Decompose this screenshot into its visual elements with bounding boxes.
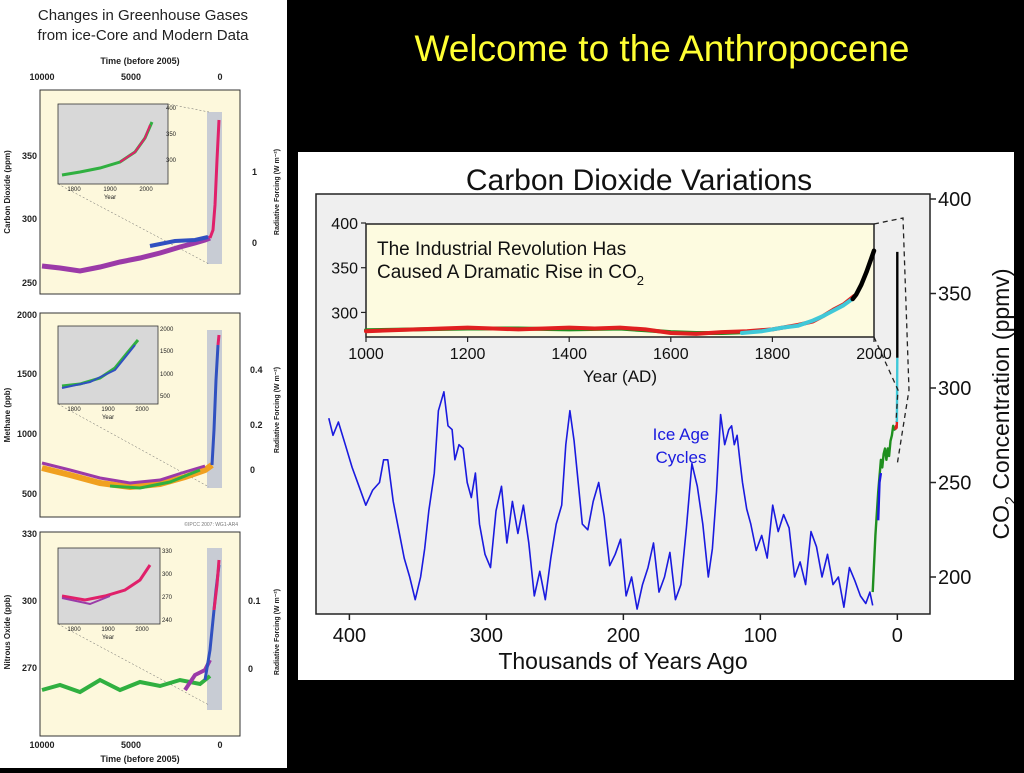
ghg-inset-xtick: 2000 bbox=[135, 627, 149, 633]
ghg-ytick: 300 bbox=[22, 214, 37, 224]
ghg-ytick: 2000 bbox=[17, 310, 37, 320]
inset-y-tick-label: 300 bbox=[331, 305, 358, 322]
ghg-ytick: 250 bbox=[22, 278, 37, 288]
ice-age-annotation-line: Ice Age bbox=[653, 425, 710, 444]
inset-x-tick-label: 1000 bbox=[348, 346, 384, 363]
ghg-copyright: ©IPCC 2007: WG1-AR4 bbox=[184, 521, 238, 528]
ghg-top-axis-label: Time (before 2005) bbox=[100, 56, 179, 66]
ghg-inset-ytick: 1500 bbox=[160, 349, 174, 355]
ghg-inset-xtick: 1900 bbox=[101, 407, 115, 413]
ghg-inset-ytick: 300 bbox=[166, 158, 177, 164]
ghg-right-label: Radiative Forcing (W m⁻²) bbox=[274, 149, 281, 235]
inset-x-tick-label: 1400 bbox=[551, 346, 587, 363]
ghg-inset-ytick: 1000 bbox=[160, 372, 174, 378]
x-tick-label: 400 bbox=[333, 625, 366, 647]
chart-title: Carbon Dioxide Variations bbox=[466, 164, 812, 197]
x-axis-label: Thousands of Years Ago bbox=[498, 648, 747, 674]
ghg-figure-panel: Changes in Greenhouse Gases from ice-Cor… bbox=[0, 0, 287, 768]
ghg-rtick: 0 bbox=[252, 238, 257, 248]
y-tick-label: 200 bbox=[938, 567, 971, 589]
ice-age-annotation-line: Cycles bbox=[655, 448, 706, 467]
y-tick-label: 350 bbox=[938, 284, 971, 306]
ghg-inset-ytick: 500 bbox=[160, 394, 171, 400]
inset-y-tick-label: 350 bbox=[331, 261, 358, 278]
ghg-bottom-tick: 5000 bbox=[121, 740, 141, 750]
ghg-right-label: Radiative Forcing (W m⁻²) bbox=[274, 589, 281, 675]
ghg-ytick: 1000 bbox=[17, 429, 37, 439]
ghg-bottom-tick: 10000 bbox=[29, 740, 54, 750]
ghg-rtick: 0.2 bbox=[250, 420, 263, 430]
ghg-inset-xtick: 1900 bbox=[101, 627, 115, 633]
y-tick-label: 400 bbox=[938, 189, 971, 211]
ghg-figure: Changes in Greenhouse Gases from ice-Cor… bbox=[0, 0, 287, 768]
inset-x-tick-label: 1800 bbox=[755, 346, 791, 363]
ghg-inset-xtick: 1900 bbox=[103, 187, 117, 193]
inset-x-tick-label: 1600 bbox=[653, 346, 689, 363]
y-tick-label: 300 bbox=[938, 378, 971, 400]
ghg-rtick: 0 bbox=[250, 465, 255, 475]
inset-x-tick-label: 2000 bbox=[856, 346, 892, 363]
ghg-rtick: 0.4 bbox=[250, 365, 263, 375]
ghg-inset-ytick: 2000 bbox=[160, 327, 174, 333]
ghg-inset-ytick: 350 bbox=[166, 132, 177, 138]
ghg-top-tick: 0 bbox=[217, 72, 222, 82]
ghg-methane-panel: 2000 1500 1000 500 1800 1900 2000 Year 2… bbox=[3, 310, 281, 528]
ghg-inset-xlabel: Year bbox=[104, 195, 116, 201]
x-tick-label: 200 bbox=[607, 625, 640, 647]
ghg-inset-ytick: 240 bbox=[162, 618, 173, 624]
ghg-inset-ytick: 300 bbox=[162, 572, 173, 578]
ghg-bottom-axis-label: Time (before 2005) bbox=[100, 754, 179, 764]
ghg-ytick: 500 bbox=[22, 489, 37, 499]
ghg-ytick: 1500 bbox=[17, 369, 37, 379]
ghg-ylabel: Carbon Dioxide (ppm) bbox=[3, 150, 12, 234]
ghg-top-tick: 10000 bbox=[29, 72, 54, 82]
ghg-ch4-trace bbox=[218, 335, 219, 345]
ghg-ytick: 330 bbox=[22, 529, 37, 539]
y-tick-label: 250 bbox=[938, 473, 971, 495]
ghg-nitrous-panel: 330 300 270 240 1800 1900 2000 Year 330 … bbox=[3, 529, 281, 736]
ghg-title-line2: from ice-Core and Modern Data bbox=[38, 27, 250, 44]
ghg-rtick: 0.1 bbox=[248, 596, 261, 606]
ghg-inset-xtick: 2000 bbox=[135, 407, 149, 413]
ghg-ytick: 270 bbox=[22, 663, 37, 673]
ghg-top-tick: 5000 bbox=[121, 72, 141, 82]
slide-title: Welcome to the Anthropocene bbox=[300, 28, 1024, 70]
ghg-bottom-tick: 0 bbox=[217, 740, 222, 750]
inset-y-tick-label: 400 bbox=[331, 216, 358, 233]
ghg-inset-ytick: 270 bbox=[162, 595, 173, 601]
inset-x-tick-label: 1200 bbox=[450, 346, 486, 363]
ghg-inset-xlabel: Year bbox=[102, 635, 114, 641]
ghg-inset-xtick: 2000 bbox=[139, 187, 153, 193]
ghg-inset-xlabel: Year bbox=[102, 415, 114, 421]
ghg-right-label: Radiative Forcing (W m⁻²) bbox=[274, 367, 281, 453]
ghg-ytick: 350 bbox=[22, 151, 37, 161]
ghg-inset-ytick: 400 bbox=[166, 106, 177, 112]
ghg-inset-ytick: 330 bbox=[162, 549, 173, 555]
ghg-title-line1: Changes in Greenhouse Gases bbox=[38, 7, 248, 24]
ghg-rtick: 1 bbox=[252, 167, 257, 177]
ghg-rtick: 0 bbox=[248, 664, 253, 674]
x-tick-label: 100 bbox=[744, 625, 777, 647]
ghg-co2-panel: 400 350 300 1800 1900 2000 Year 350 300 … bbox=[3, 90, 281, 294]
ghg-ytick: 300 bbox=[22, 596, 37, 606]
inset-x-axis-label: Year (AD) bbox=[583, 367, 657, 386]
x-tick-label: 0 bbox=[892, 625, 903, 647]
ghg-ylabel: Nitrous Oxide (ppb) bbox=[3, 594, 12, 669]
x-tick-label: 300 bbox=[470, 625, 503, 647]
ghg-ylabel: Methane (ppb) bbox=[3, 387, 12, 442]
y-axis-label: CO2 Concentration (ppmv) bbox=[988, 269, 1014, 540]
